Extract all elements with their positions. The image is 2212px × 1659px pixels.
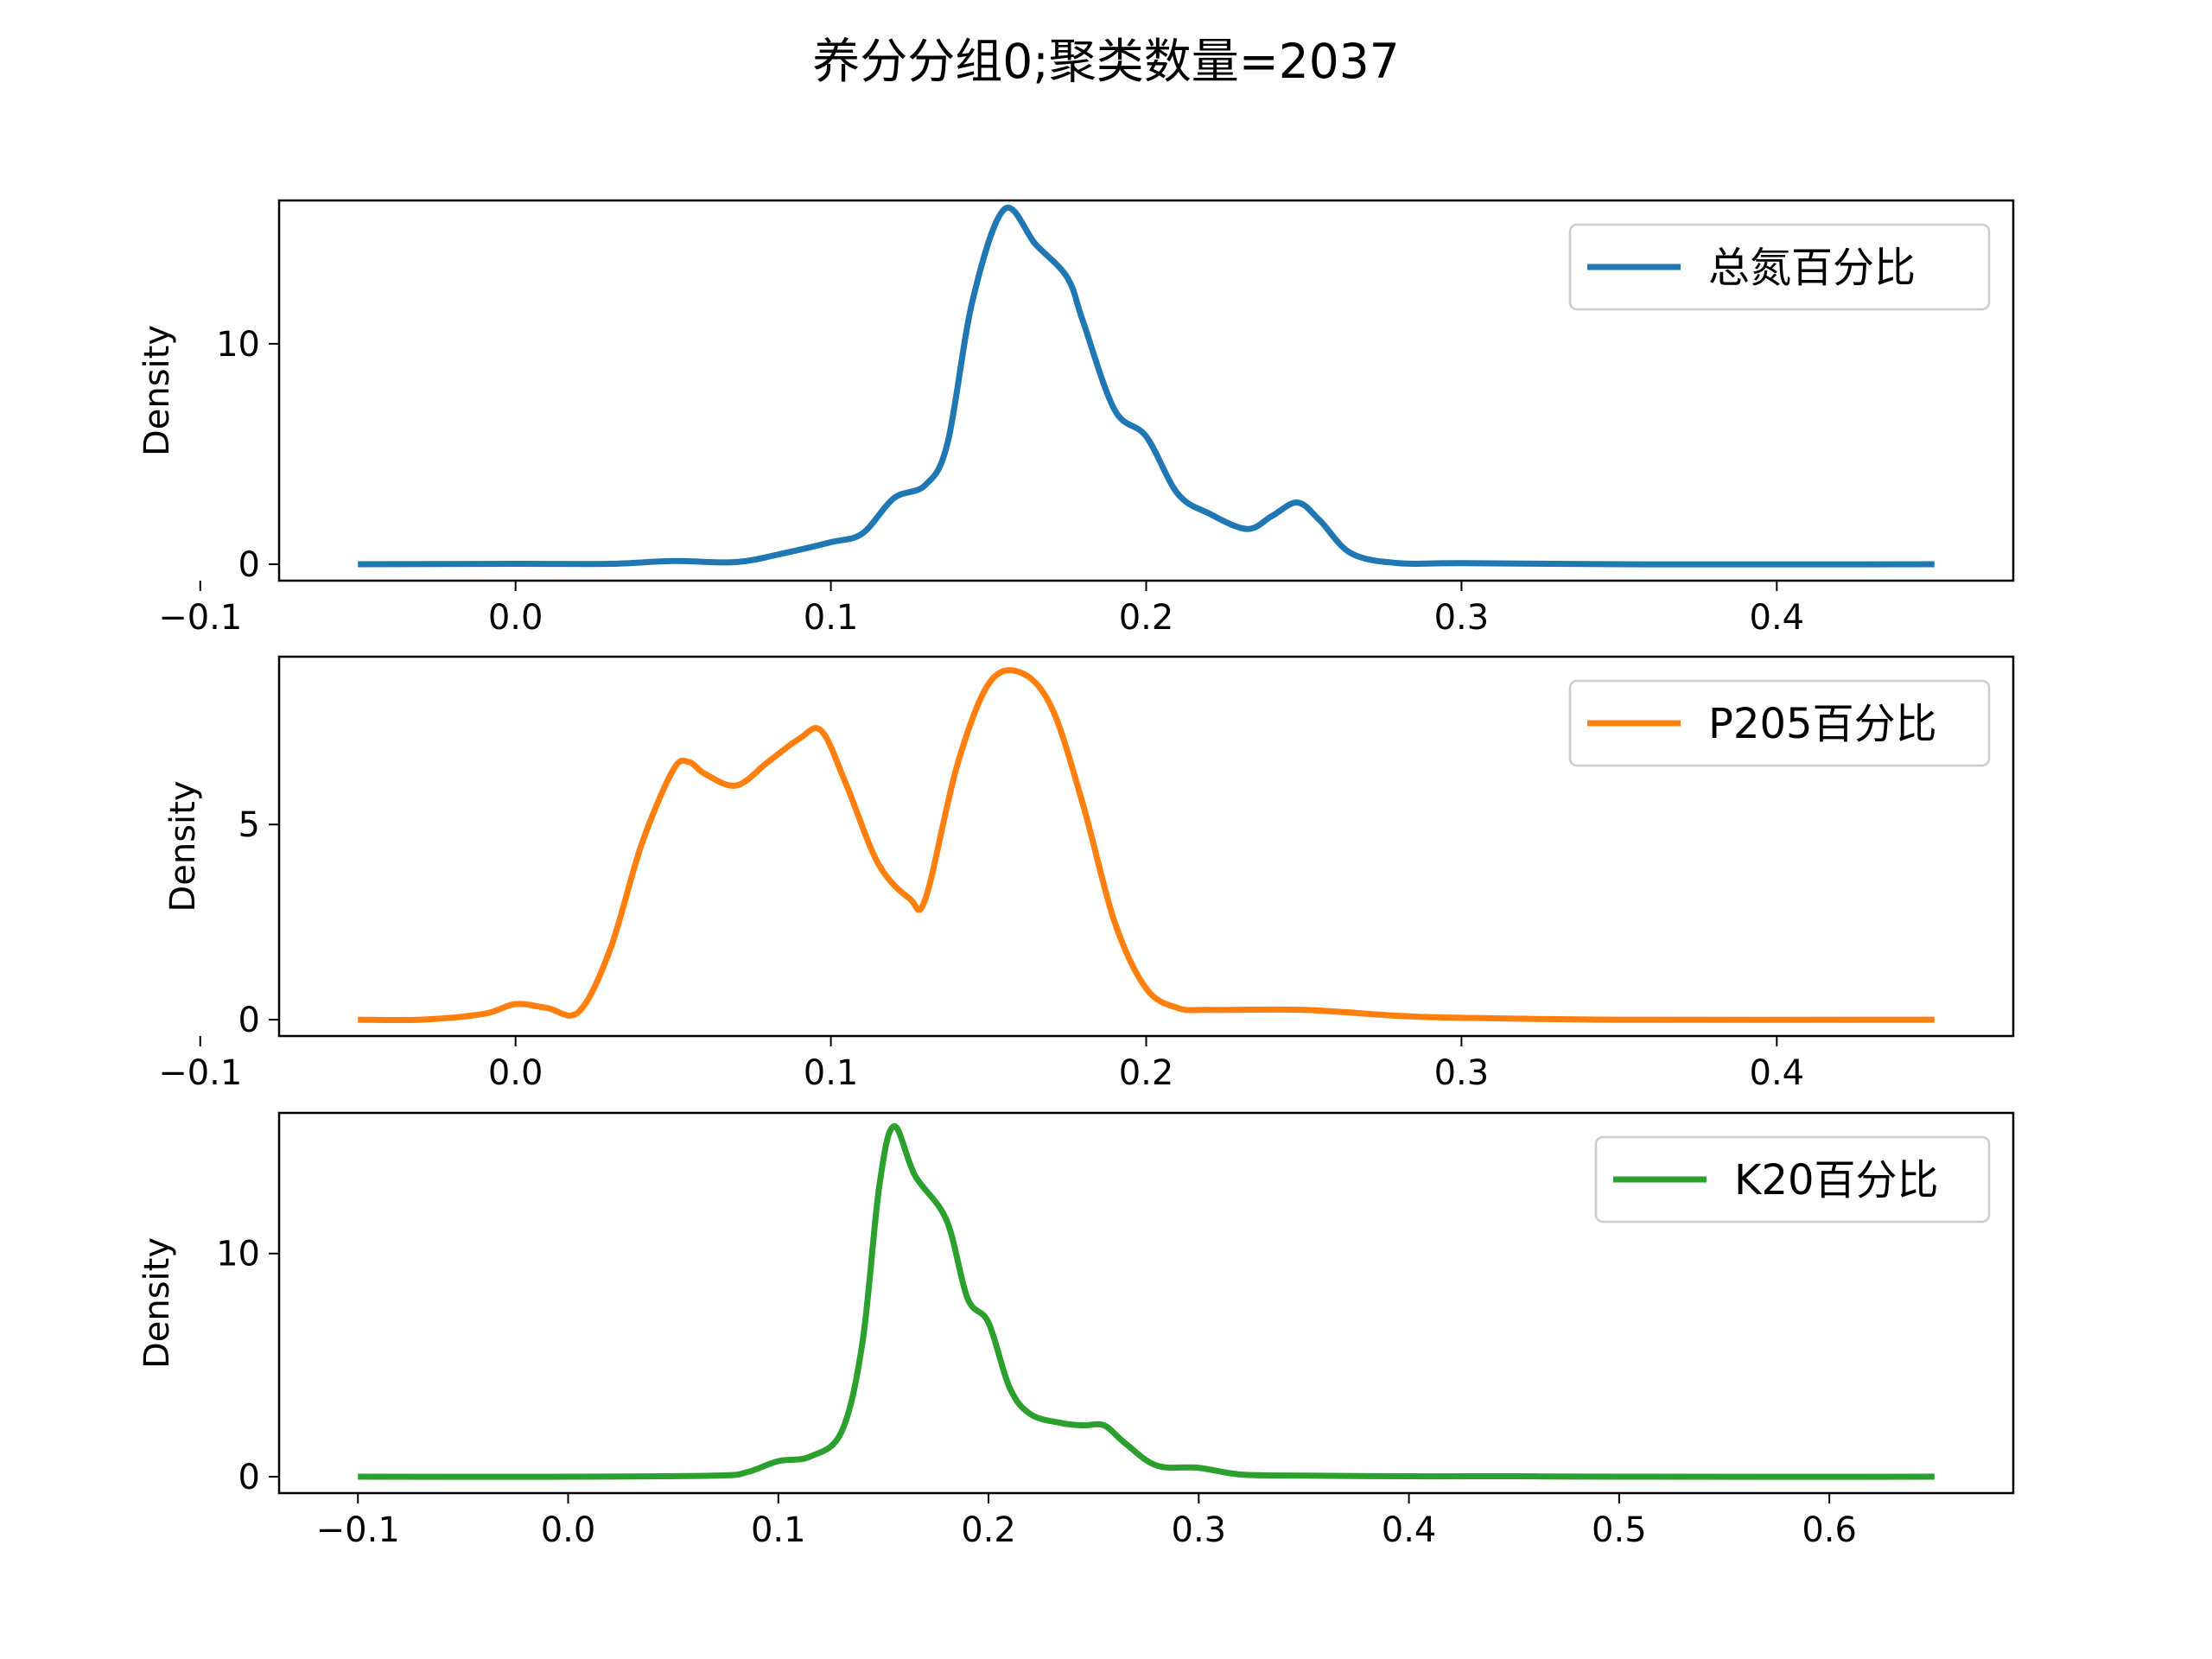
x-tick-label-1-2: 0.0 xyxy=(488,598,543,638)
figure-title: 养分分组0;聚类数量=2037 xyxy=(812,34,1400,89)
subplot-2: −0.1 0.0 0.1 0.2 0.3 0.4 0 5 Density P205百分比 xyxy=(158,655,2015,1093)
y-tick-label-3-2: 10 xyxy=(216,1235,260,1274)
x-tick-label-1-6: 0.4 xyxy=(1750,598,1805,638)
x-tick-label-3-2: 0.0 xyxy=(541,1510,596,1550)
series-line-2-1 xyxy=(358,667,1935,1024)
x-tick-label-2-4: 0.2 xyxy=(1119,1053,1174,1093)
y-axis-label-3: Density xyxy=(137,1237,177,1369)
y-tick-label-2-2: 5 xyxy=(238,805,260,845)
x-tick-label-2-1: −0.1 xyxy=(158,1053,242,1093)
y-axis-label-2: Density xyxy=(163,780,203,912)
legend-box-3 xyxy=(1594,1135,1991,1224)
x-tick-label-3-3: 0.1 xyxy=(751,1510,806,1550)
legend-box-1 xyxy=(1568,223,1991,311)
x-tick-label-3-8: 0.6 xyxy=(1802,1510,1857,1550)
x-tick-label-2-2: 0.0 xyxy=(488,1053,543,1093)
y-tick-label-2-1: 0 xyxy=(238,1001,260,1040)
y-tick-label-1-1: 0 xyxy=(238,545,260,585)
x-tick-label-3-5: 0.3 xyxy=(1172,1510,1227,1550)
y-axis-label-1: Density xyxy=(137,325,177,456)
series-line-3-1 xyxy=(358,1123,1935,1480)
y-tick-label-1-2: 10 xyxy=(216,325,260,365)
x-tick-label-2-5: 0.3 xyxy=(1434,1053,1490,1093)
y-tick-label-3-1: 0 xyxy=(238,1458,260,1497)
legend-label-1: 总氮百分比 xyxy=(1708,244,1916,292)
x-tick-label-2-6: 0.4 xyxy=(1750,1053,1805,1093)
subplot-1: −0.1 0.0 0.1 0.2 0.3 0.4 0 10 Density 总氮百分比 xyxy=(137,199,2015,638)
x-tick-label-1-3: 0.1 xyxy=(804,598,859,638)
x-tick-label-2-3: 0.1 xyxy=(804,1053,859,1093)
x-tick-label-3-6: 0.4 xyxy=(1382,1510,1437,1550)
x-tick-label-3-1: −0.1 xyxy=(316,1510,400,1550)
subplot-3: −0.1 0.0 0.1 0.2 0.3 0.4 0.5 0.6 0 10 Density K20百分… xyxy=(137,1111,2015,1550)
x-tick-label-1-5: 0.3 xyxy=(1434,598,1490,638)
legend-box-2 xyxy=(1568,679,1991,767)
x-tick-label-1-4: 0.2 xyxy=(1119,598,1174,638)
x-tick-label-3-7: 0.5 xyxy=(1592,1510,1647,1550)
series-line-1-1 xyxy=(358,204,1935,568)
x-tick-label-1-1: −0.1 xyxy=(158,598,242,638)
legend-label-2: P205百分比 xyxy=(1708,700,1937,748)
legend-label-3: K20百分比 xyxy=(1734,1156,1939,1205)
x-tick-label-3-4: 0.2 xyxy=(961,1510,1016,1550)
axes-frame-3 xyxy=(277,1111,2015,1495)
